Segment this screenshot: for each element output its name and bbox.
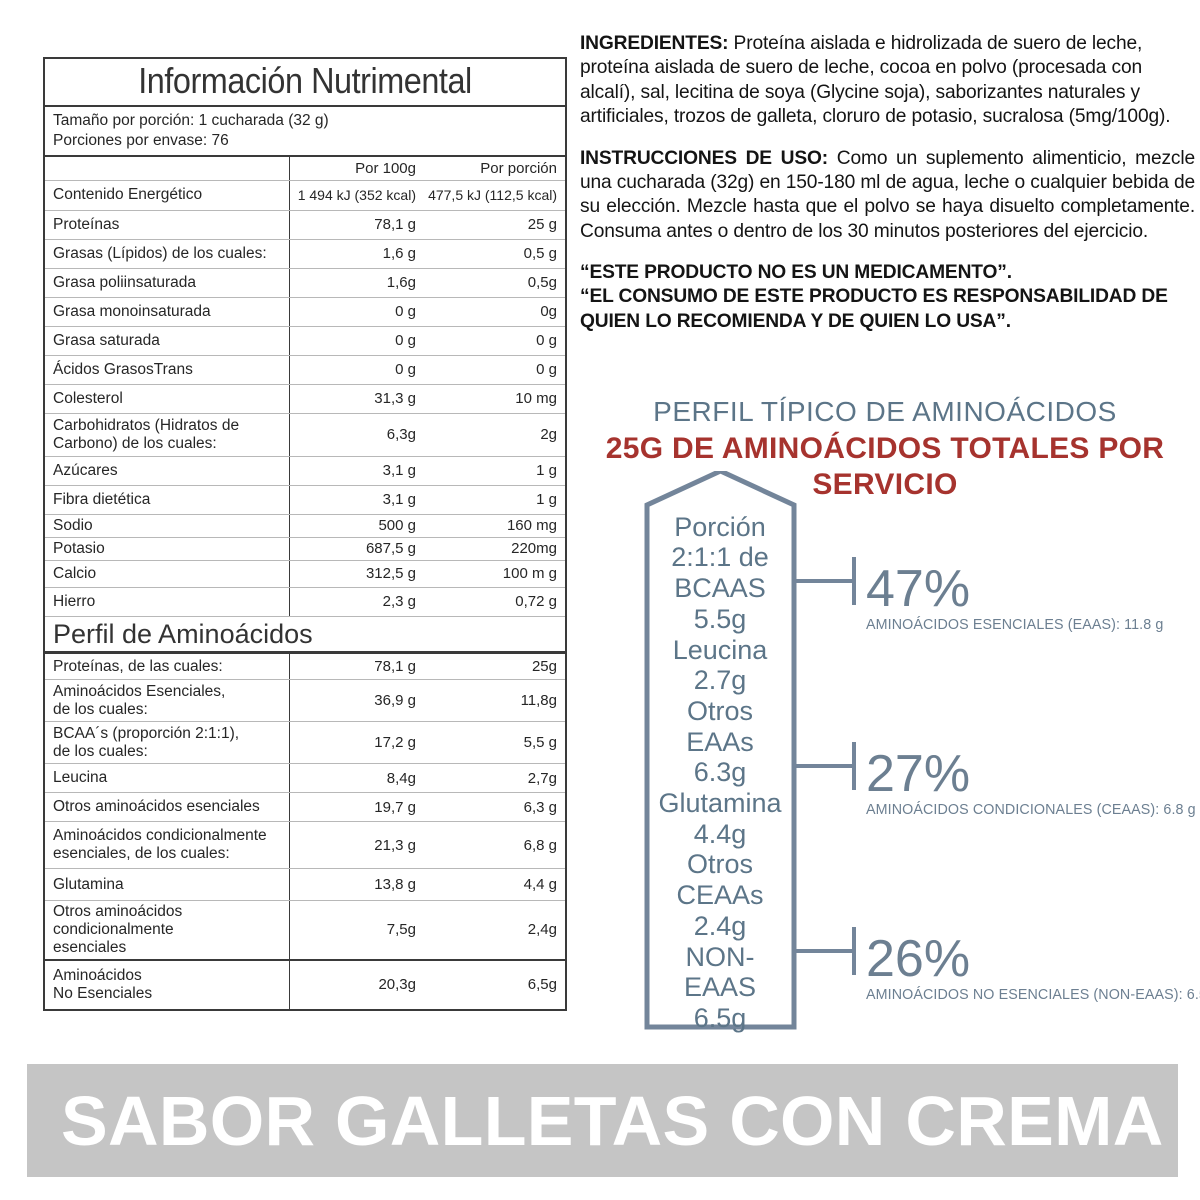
svg-text:EAAS: EAAS bbox=[684, 972, 756, 1002]
svg-text:AMINOÁCIDOS NO ESENCIALES (NON: AMINOÁCIDOS NO ESENCIALES (NON-EAAS): 6.… bbox=[866, 986, 1200, 1003]
svg-text:BCAAS: BCAAS bbox=[674, 573, 766, 603]
svg-text:AMINOÁCIDOS ESENCIALES (EAAS):: AMINOÁCIDOS ESENCIALES (EAAS): 11.8 g bbox=[866, 616, 1163, 633]
svg-text:Otros: Otros bbox=[687, 696, 753, 726]
svg-text:5.5g: 5.5g bbox=[694, 604, 747, 634]
svg-text:2:1:1 de: 2:1:1 de bbox=[671, 542, 769, 572]
svg-text:Otros: Otros bbox=[687, 849, 753, 879]
svg-text:EAAs: EAAs bbox=[686, 727, 754, 757]
svg-text:Leucina: Leucina bbox=[673, 635, 769, 665]
svg-text:NON-: NON- bbox=[686, 942, 755, 972]
svg-text:27%: 27% bbox=[866, 745, 970, 803]
svg-text:6.5g: 6.5g bbox=[694, 1003, 747, 1033]
svg-text:4.4g: 4.4g bbox=[694, 819, 747, 849]
svg-text:6.3g: 6.3g bbox=[694, 757, 747, 787]
svg-text:CEAAs: CEAAs bbox=[676, 880, 763, 910]
svg-text:47%: 47% bbox=[866, 560, 970, 618]
svg-text:26%: 26% bbox=[866, 930, 970, 988]
svg-text:Glutamina: Glutamina bbox=[658, 788, 782, 818]
svg-text:2.4g: 2.4g bbox=[694, 911, 747, 941]
svg-text:2.7g: 2.7g bbox=[694, 665, 747, 695]
svg-text:AMINOÁCIDOS CONDICIONALES (CEA: AMINOÁCIDOS CONDICIONALES (CEAAS): 6.8 g bbox=[866, 801, 1196, 818]
svg-text:Porción: Porción bbox=[674, 512, 766, 542]
